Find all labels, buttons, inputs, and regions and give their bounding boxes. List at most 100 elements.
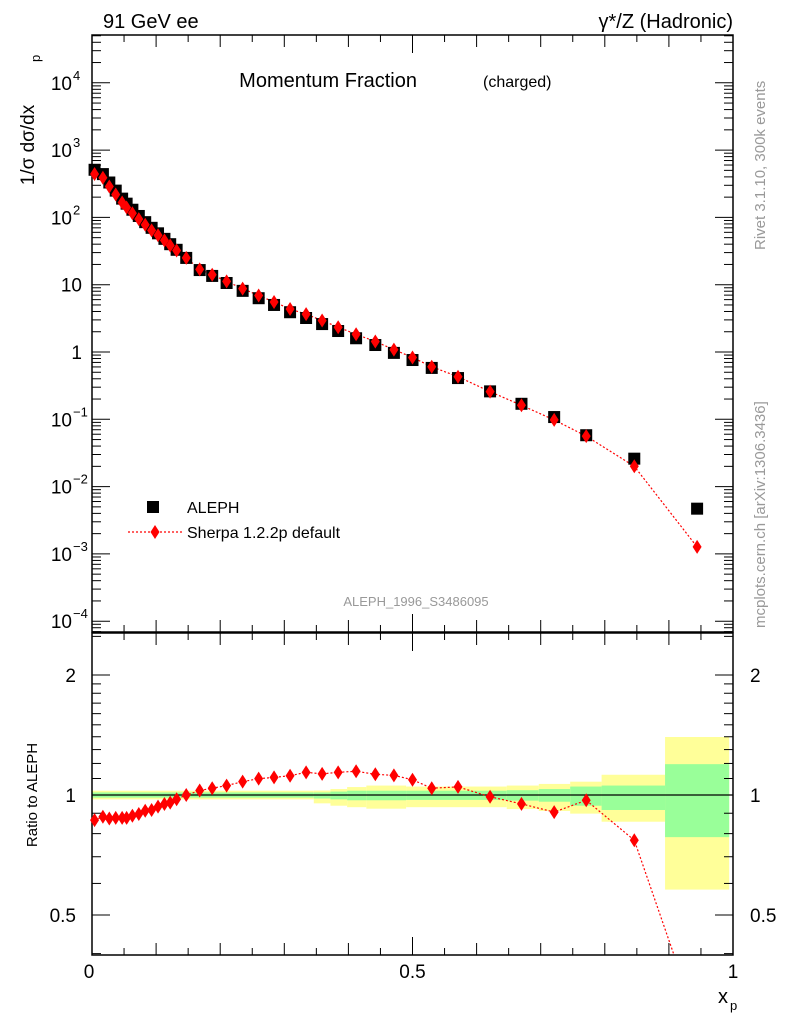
- rivet-version: Rivet 3.1.10, 300k events: [752, 81, 769, 250]
- legend-sherpa-label: Sherpa 1.2.2p default: [187, 525, 341, 542]
- ratio-axis-label: Ratio to ALEPH: [24, 743, 41, 847]
- sherpa-ratio-point: [254, 771, 264, 786]
- sherpa-point: [453, 369, 463, 384]
- sherpa-point: [408, 350, 417, 365]
- sherpa-ratio-point: [370, 767, 380, 782]
- ratio-tick-label-right: 0.5: [750, 906, 776, 927]
- y-axis-label: 1/σ dσ/dx: [18, 104, 39, 185]
- sherpa-point: [98, 170, 108, 185]
- sherpa-ratio-point: [317, 766, 327, 781]
- sherpa-ratio-point: [549, 805, 559, 820]
- sherpa-ratio-point: [301, 765, 311, 780]
- process-label: γ*/Z (Hadronic): [599, 11, 733, 33]
- y-tick-exponent: 2: [73, 202, 80, 217]
- sherpa-point: [427, 359, 437, 374]
- sherpa-ratio-point: [485, 789, 495, 804]
- y-tick-exponent: 4: [73, 68, 80, 83]
- sherpa-point: [134, 212, 144, 227]
- sherpa-ratio-point: [222, 778, 232, 793]
- sherpa-point: [351, 327, 361, 342]
- y-tick-label: 10: [61, 276, 82, 297]
- plot-title: Momentum Fraction: [239, 70, 417, 92]
- sherpa-point: [485, 384, 495, 399]
- legend-sherpa-marker: [150, 525, 160, 539]
- y-tick-label: 10: [51, 478, 72, 499]
- sherpa-point: [153, 228, 163, 243]
- sherpa-ratio-point: [98, 809, 108, 824]
- y-tick-label: 10: [51, 612, 72, 633]
- sherpa-ratio-point: [629, 833, 639, 848]
- y-tick-label: 10: [51, 545, 72, 566]
- stat-uncertainty-band: [601, 785, 666, 810]
- y-tick-label: 10: [51, 410, 72, 431]
- sherpa-point: [147, 223, 157, 238]
- x-axis-label: x: [718, 986, 728, 1008]
- x-tick-label: 1: [728, 962, 739, 983]
- sherpa-point: [317, 313, 327, 328]
- plot-title-sub: (charged): [483, 74, 551, 91]
- sherpa-point: [516, 398, 526, 413]
- y-tick-exponent: −4: [73, 606, 88, 621]
- sherpa-ratio-point: [207, 781, 217, 796]
- sherpa-point: [254, 288, 264, 303]
- aleph-point: [691, 502, 704, 515]
- sherpa-ratio-point: [408, 772, 417, 787]
- sherpa-ratio-point: [285, 768, 295, 783]
- sherpa-point: [389, 342, 399, 357]
- sherpa-ratio-point: [333, 765, 343, 780]
- ratio-tick-label-right: 1: [750, 786, 761, 807]
- sherpa-ratio-point: [140, 803, 150, 818]
- legend-aleph-label: ALEPH: [187, 500, 239, 517]
- mcplots-credit: mcplots.cern.ch [arXiv:1306.3436]: [752, 401, 769, 628]
- sherpa-point: [285, 301, 295, 316]
- sherpa-ratio-point: [238, 774, 248, 789]
- x-tick-label: 0.5: [399, 962, 425, 983]
- sherpa-ratio-point: [111, 810, 121, 825]
- data-marks: [88, 163, 704, 955]
- sherpa-point: [165, 238, 175, 253]
- sherpa-point: [140, 217, 150, 232]
- stat-uncertainty-band: [665, 764, 730, 838]
- sherpa-point: [629, 459, 639, 474]
- sherpa-point: [370, 334, 380, 349]
- y-tick-label: 10: [51, 74, 72, 95]
- y-tick-label: 1: [71, 343, 82, 364]
- y-tick-exponent: −1: [73, 404, 88, 419]
- sherpa-point: [207, 267, 217, 282]
- sherpa-point: [181, 250, 191, 265]
- sherpa-ratio-point: [581, 793, 591, 808]
- sherpa-point: [222, 274, 232, 289]
- ratio-tick-label: 0.5: [50, 906, 76, 927]
- sherpa-point: [90, 167, 100, 182]
- sherpa-ratio-point: [389, 768, 399, 783]
- sherpa-point: [172, 243, 182, 258]
- sherpa-ratio-point: [351, 764, 361, 779]
- y-tick-exponent: −2: [73, 472, 88, 487]
- y-tick-exponent: −3: [73, 539, 88, 554]
- y-tick-label: 10: [51, 208, 72, 229]
- x-tick-label: 0: [84, 962, 95, 983]
- sherpa-point: [333, 320, 343, 335]
- sherpa-ratio-point: [427, 781, 437, 796]
- main-panel-frame: [91, 34, 734, 633]
- ratio-tick-label-right: 2: [750, 666, 761, 687]
- ratio-tick-label: 2: [65, 666, 76, 687]
- y-tick-exponent: 3: [73, 135, 80, 150]
- sherpa-point: [301, 307, 311, 322]
- aleph-point: [628, 452, 641, 465]
- sherpa-point: [122, 200, 132, 215]
- sherpa-ratio-point: [195, 783, 205, 798]
- ratio-tick-label: 1: [65, 786, 76, 807]
- sherpa-point: [692, 539, 702, 554]
- sherpa-ratio-point: [172, 792, 182, 807]
- y-axis-label-sub: p: [28, 55, 43, 62]
- sherpa-point: [111, 187, 121, 202]
- sherpa-ratio-point: [453, 779, 463, 794]
- sherpa-point: [127, 206, 137, 221]
- sherpa-point: [238, 281, 248, 296]
- legend-aleph-marker: [147, 501, 159, 513]
- sherpa-ratio-point: [269, 770, 279, 785]
- sherpa-ratio-point: [153, 799, 163, 814]
